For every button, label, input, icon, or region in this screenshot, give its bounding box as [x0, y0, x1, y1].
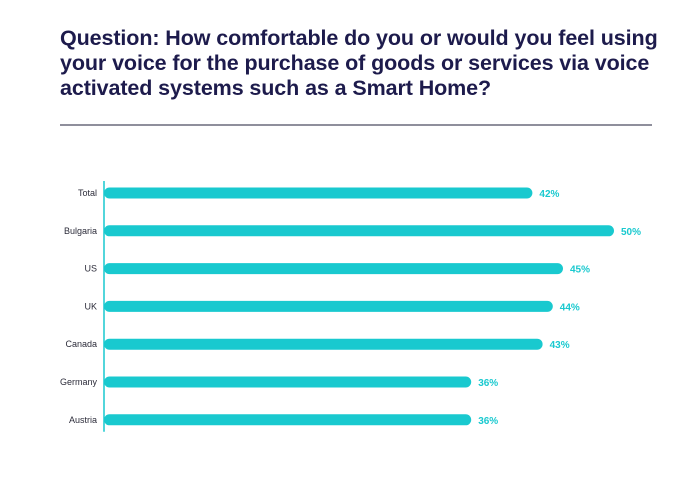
category-label: Bulgaria — [64, 226, 97, 236]
value-label: 45% — [570, 265, 590, 276]
category-label: US — [84, 264, 97, 274]
bar — [104, 338, 543, 350]
chart-title: Question: How comfortable do you or woul… — [60, 26, 658, 100]
title-divider — [60, 124, 652, 126]
value-label: 44% — [560, 302, 580, 313]
bar — [104, 376, 472, 388]
bar — [104, 225, 614, 237]
category-label: Total — [78, 188, 97, 198]
bar — [104, 187, 533, 199]
category-label: Austria — [69, 415, 97, 425]
bar — [104, 263, 563, 275]
category-label: Canada — [65, 339, 97, 349]
value-label: 36% — [478, 378, 498, 389]
bar — [104, 300, 553, 312]
value-label: 36% — [478, 416, 498, 427]
value-label: 42% — [539, 189, 559, 200]
value-label: 50% — [621, 227, 641, 238]
category-label: Germany — [60, 377, 98, 387]
bar — [104, 414, 472, 426]
value-label: 43% — [550, 340, 570, 351]
category-label: UK — [84, 301, 97, 311]
